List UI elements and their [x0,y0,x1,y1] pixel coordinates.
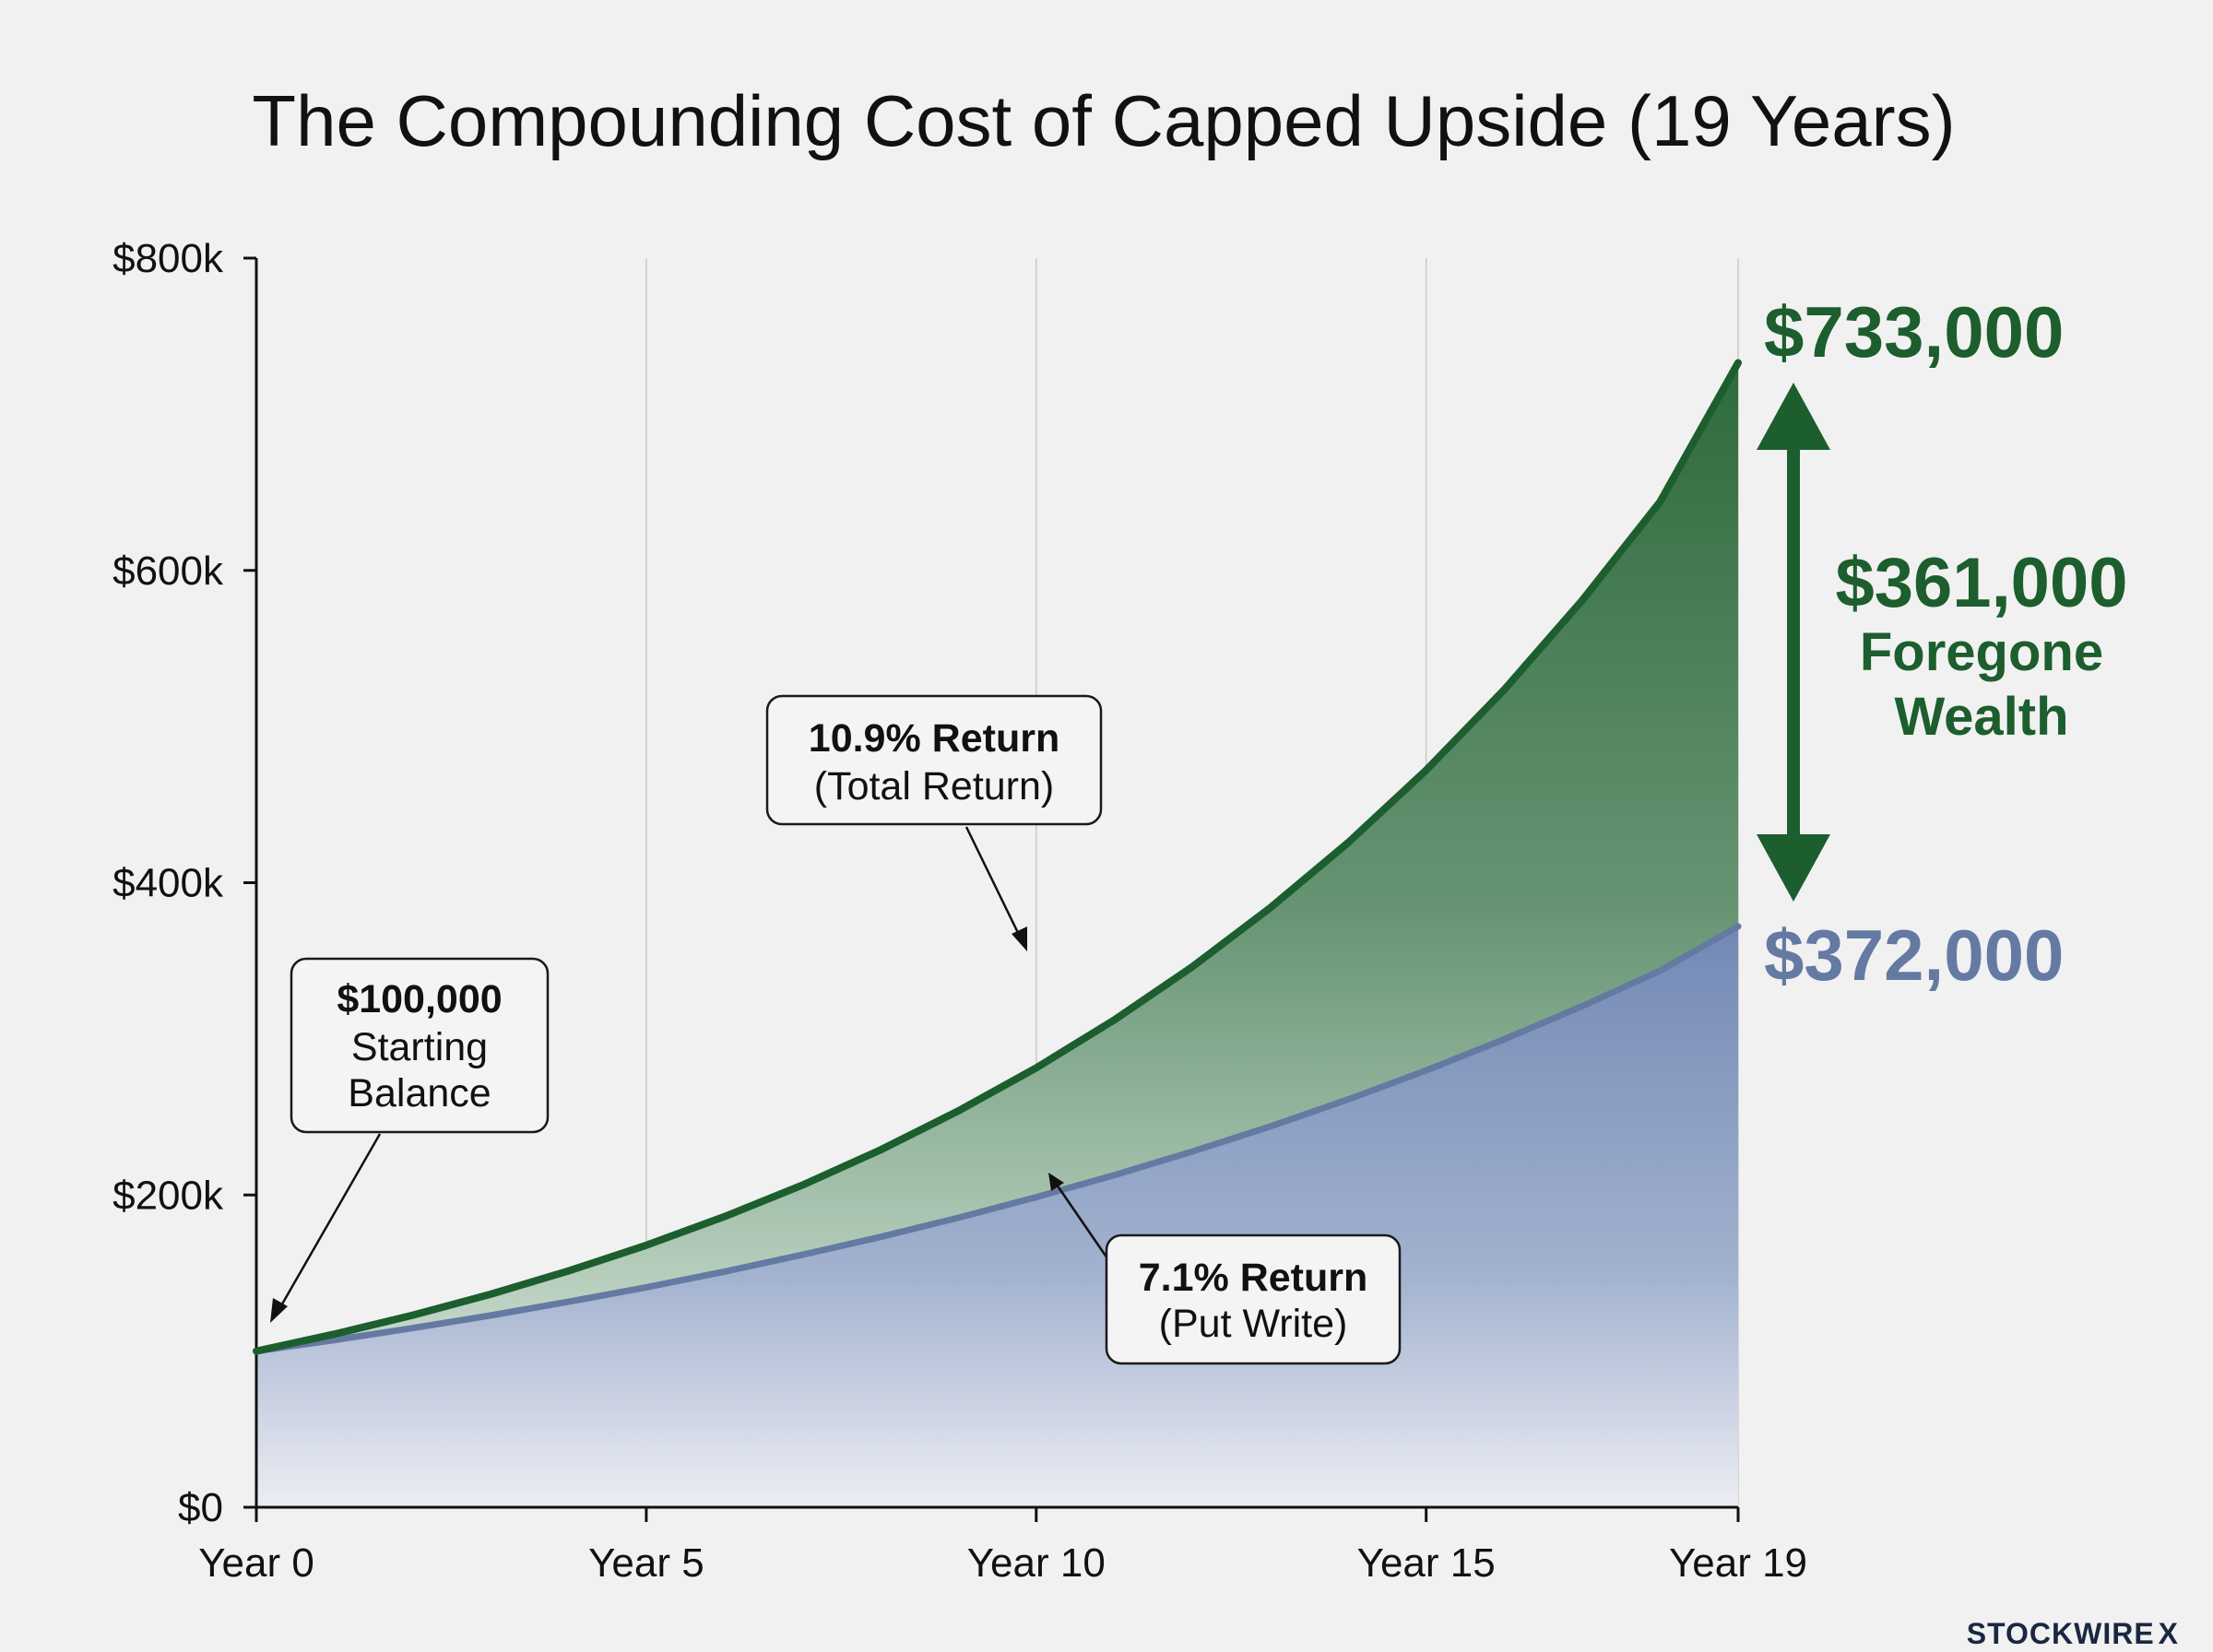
y-tick-label: $200k [112,1173,224,1218]
end-label-put-write: $372,000 [1764,914,2064,996]
x-tick-label: Year 15 [1357,1540,1496,1586]
gap-arrow-shaft [1787,433,1800,867]
gap-arrow-head-up [1757,383,1830,450]
annotation-box-total [765,694,1103,826]
annotation-starting-line1: Starting [351,1025,488,1069]
annotation-arrowhead-starting [270,1298,288,1323]
end-label-total-return: $733,000 [1764,291,2064,372]
tick-labels: $0 $200k $400k $600k $800k Year 0 Year 5 Year 1… [112,236,1807,1586]
brand-logo: STOCKWIRE X [1967,1617,2179,1650]
annotation-put-line1: (Put Write) [1159,1302,1348,1346]
area-foregone-wealth [256,362,1738,1351]
annotation-total-value: 10.9% Return [809,716,1059,761]
series-line-put-write [253,923,1742,1355]
brand-name: STOCKWIRE X [1967,1617,2179,1650]
annotation-starting-value: $100,000 [337,977,502,1021]
chart-axes [243,256,1740,1522]
annotation-arrow-total [964,826,1023,939]
annotation-total-return: 10.9% Return (Total Return) [765,694,1103,951]
y-tick-label: $600k [112,549,224,594]
chart-title: The Compounding Cost of Capped Upside (1… [252,80,1955,161]
annotation-starting-balance: $100,000 Starting Balance [270,957,550,1323]
chart-areas [256,362,1738,1507]
gap-label-line1: Foregone [1860,622,2103,682]
annotation-arrowhead-put [1048,1173,1064,1191]
annotation-arrow-put [1055,1184,1111,1262]
gap-label-line2: Wealth [1894,687,2068,747]
chart-lines [253,359,1742,1355]
series-line-total-return [253,359,1742,1355]
annotation-starting-line2: Balance [348,1071,491,1115]
annotation-total-line1: (Total Return) [814,764,1054,808]
y-tick-label: $400k [112,861,224,906]
y-tick-label: $800k [112,236,224,281]
x-tick-label: Year 19 [1669,1540,1807,1586]
y-tick-label: $0 [178,1485,223,1530]
x-tick-label: Year 5 [588,1540,704,1586]
gap-value: $361,000 [1836,544,2128,622]
x-tick-label: Year 0 [198,1540,314,1586]
annotation-arrow-starting [275,1133,382,1315]
annotation-arrowhead-total [1012,926,1027,951]
annotation-box-starting [290,957,550,1134]
gap-arrow [1757,383,1830,902]
annotation-put-write: 7.1% Return (Put Write) [1048,1173,1402,1365]
gap-arrow-head-down [1757,834,1830,902]
x-tick-label: Year 10 [967,1540,1106,1586]
annotation-box-put [1105,1233,1402,1365]
annotation-put-value: 7.1% Return [1139,1256,1368,1300]
